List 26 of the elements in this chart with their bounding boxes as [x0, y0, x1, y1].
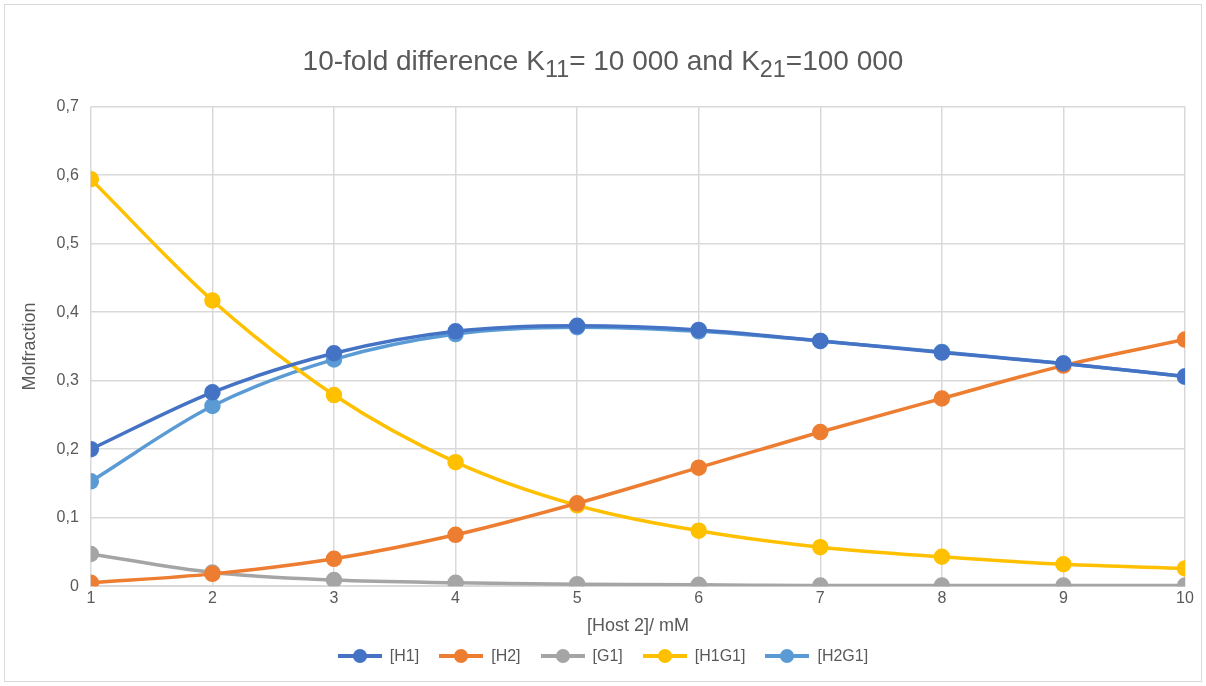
- x-tick-label: 7: [815, 589, 825, 607]
- x-tick-label: 4: [451, 589, 461, 607]
- x-tick-label: 6: [694, 589, 704, 607]
- x-tick-label: 3: [329, 589, 339, 607]
- legend-label: [H2]: [491, 647, 521, 665]
- x-tick-label: 10: [1176, 589, 1194, 607]
- y-tick-label: 0,3: [56, 371, 79, 389]
- y-axis-title: Molfraction: [18, 302, 39, 391]
- y-tick-label: 0,4: [56, 302, 79, 320]
- y-tick-label: 0,7: [56, 97, 79, 115]
- legend-label: [H1G1]: [694, 647, 746, 665]
- x-tick-label: 9: [1058, 589, 1068, 607]
- y-tick-label: 0: [69, 576, 79, 594]
- x-axis-title: [Host 2]/ mM: [586, 615, 689, 636]
- y-tick-label: 0,5: [56, 234, 79, 252]
- x-tick-label: 8: [937, 589, 947, 607]
- y-tick-label: 0,1: [56, 508, 79, 526]
- y-tick-label: 0,2: [56, 439, 79, 457]
- x-tick-label: 2: [207, 589, 217, 607]
- x-tick-label: 5: [572, 589, 582, 607]
- legend-label: [H1]: [389, 647, 420, 665]
- legend-label: [G1]: [592, 647, 623, 665]
- chart-title: 10-fold difference K$_{11}$= 10 000 and K$_{21}$=100 000: [301, 45, 905, 83]
- legend-label: [H2G1]: [817, 647, 869, 665]
- y-tick-label: 0,6: [56, 165, 79, 183]
- x-tick-label: 1: [86, 589, 96, 607]
